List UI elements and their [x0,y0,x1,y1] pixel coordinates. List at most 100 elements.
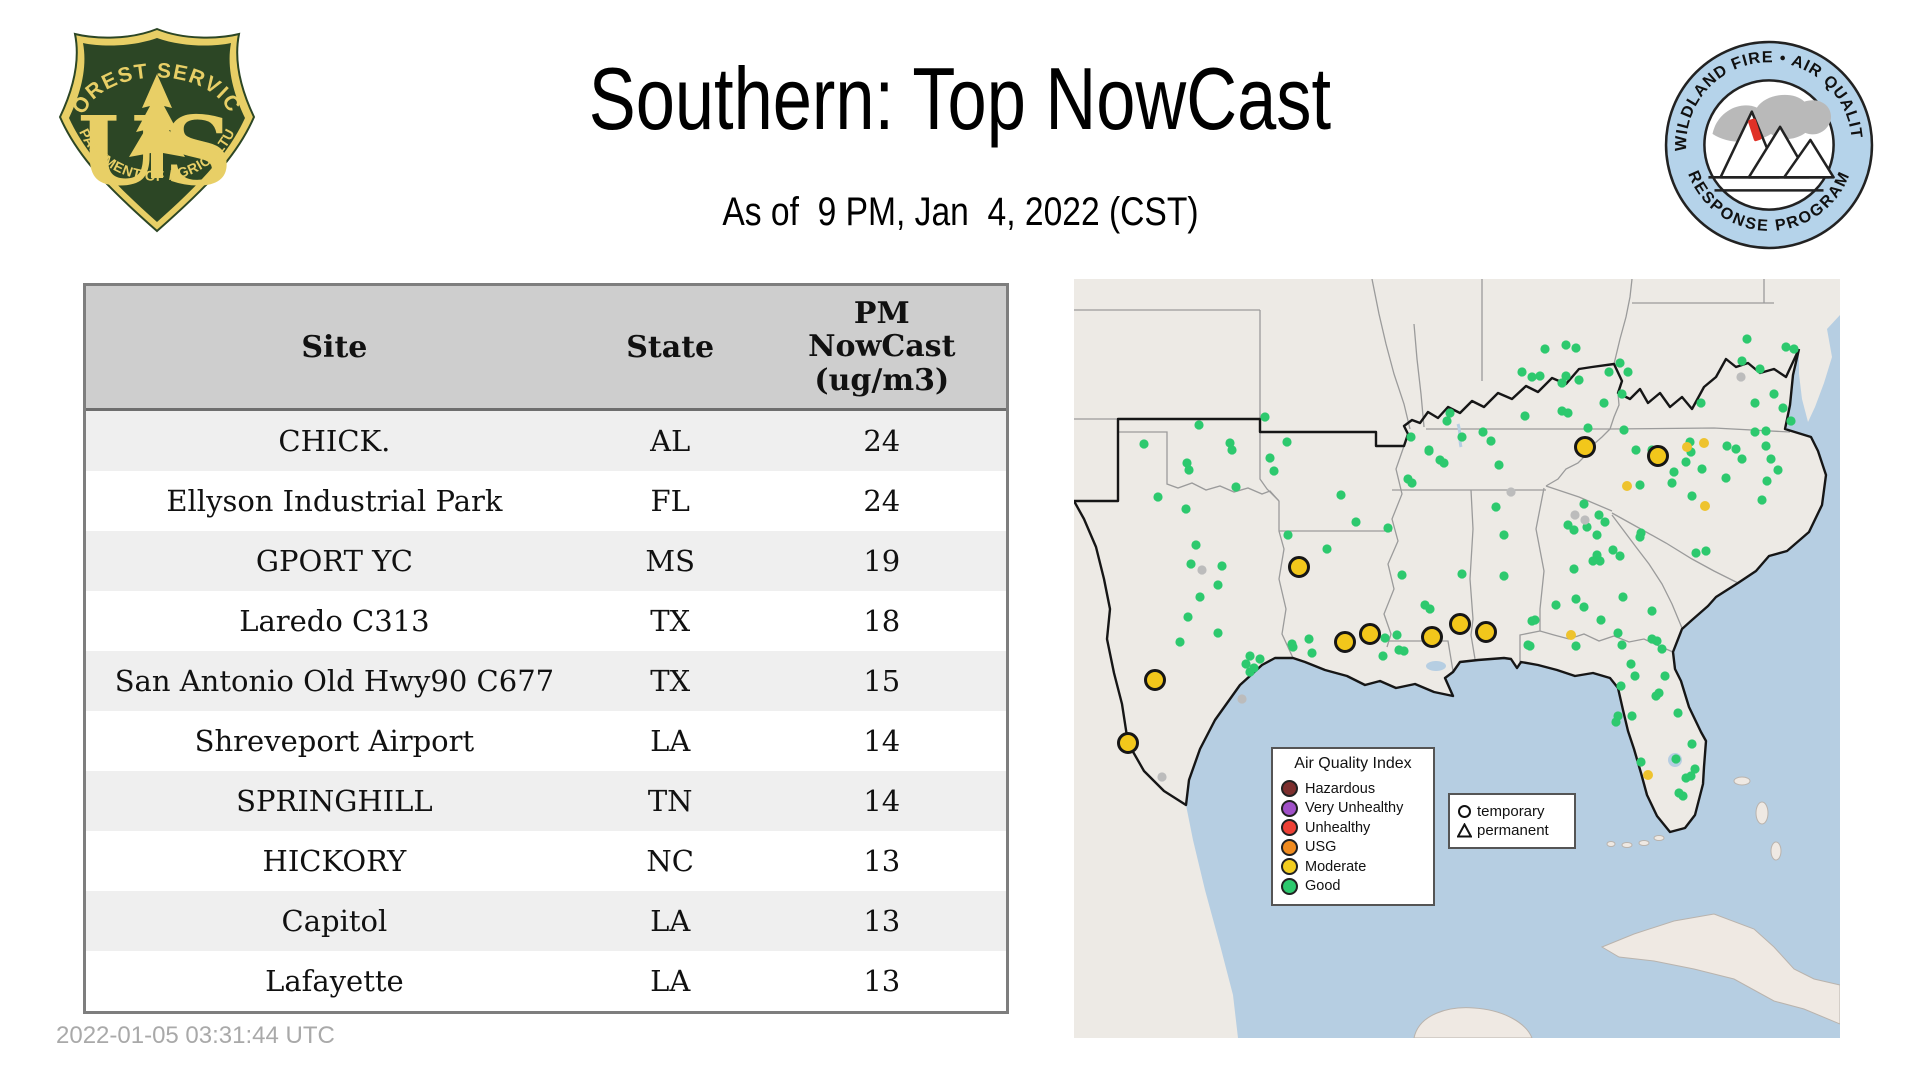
legend-color-dot [1281,780,1298,798]
cell-state: NC [646,844,694,878]
monitor-dot-good [1557,406,1567,416]
monitor-dot-good [1697,464,1707,474]
monitor-dot-good [1287,639,1297,649]
monitor-dot-good [1182,458,1192,468]
legend-item-label: USG [1305,839,1337,856]
monitor-dot-good [1231,482,1241,492]
monitor-dot-good [1523,640,1533,650]
monitor-dot-good [1596,615,1606,625]
top-site-marker-moderate [1449,613,1471,635]
cell-value: 19 [863,544,901,578]
monitor-dot-good [1307,648,1317,658]
table-row: Shreveport Airport LA 14 [86,711,1006,771]
monitor-dot-good [1647,606,1657,616]
legend-item: Very Unhealthy [1281,799,1425,819]
monitor-dot-good [1615,551,1625,561]
monitor-dot-good [1583,423,1593,433]
monitor-dot-good [1608,545,1618,555]
legend-item-label: Moderate [1305,858,1367,875]
monitor-dot-good [1191,540,1201,550]
land [1074,279,1840,1038]
monitor-dot-good [1491,502,1501,512]
cell-state: FL [650,484,690,518]
monitor-dot-good [1186,559,1196,569]
monitor-dot-good [1757,495,1767,505]
monitor-dot-good [1686,771,1696,781]
monitor-dot-good [1616,681,1626,691]
monitor-dot-good [1445,408,1455,418]
southeast-us-map [1074,279,1840,1038]
legend-color-dot [1281,799,1298,817]
table-header-row: Site State PM NowCast (ug/m3) [86,286,1006,411]
monitor-dot-good [1406,432,1416,442]
monitor-dot-good [1669,467,1679,477]
monitor-dot-good [1245,651,1255,661]
monitor-dot-good [1425,604,1435,614]
pine-tree-icon [129,74,185,178]
cell-state: AL [650,424,691,458]
cell-site: Capitol [281,904,388,938]
cell-value: 15 [863,664,901,698]
monitor-dot-good [1255,654,1265,664]
cell-site: SPRINGHILL [236,784,433,818]
temporary-label: temporary [1477,803,1545,820]
monitor-dot-good [1722,441,1732,451]
permanent-label: permanent [1477,822,1549,839]
islands [1413,776,1840,1038]
monitor-dot-good [1781,342,1791,352]
monitor-dot-good [1457,432,1467,442]
as-of-subtitle: As of 9 PM, Jan 4, 2022 (CST) [721,190,1199,234]
monitor-dot-moderate [1643,770,1653,780]
monitor-dot-good [1499,530,1509,540]
monitor-dot-good [1520,411,1530,421]
cell-site: HICKORY [262,844,407,878]
monitor-dot-inactive [1237,694,1247,704]
monitor-dot-good [1579,602,1589,612]
monitor-dot-good [1571,641,1581,651]
cell-value: 24 [863,424,901,458]
monitor-dot-good [1647,634,1657,644]
table-row: GPORT YC MS 19 [86,531,1006,591]
monitor-dot-good [1265,453,1275,463]
monitor-dot-good [1227,445,1237,455]
monitor-dot-good [1611,717,1621,727]
legend-item: Good [1281,877,1425,897]
column-header-pm-nowcast: PM NowCast (ug/m3) [808,295,956,398]
monitor-dot-good [1260,412,1270,422]
monitor-dot-good [1380,633,1390,643]
monitor-dot-good [1737,454,1747,464]
monitor-dot-good [1397,570,1407,580]
cell-state: TN [647,784,693,818]
legend-color-dot [1281,838,1298,856]
monitor-dot-good [1701,546,1711,556]
table-row: San Antonio Old Hwy90 C677 TX 15 [86,651,1006,711]
monitor-dot-good [1766,454,1776,464]
aqi-legend: Air Quality Index Hazardous Very Unhealth… [1271,747,1435,906]
top-nowcast-table: Site State PM NowCast (ug/m3) CHICK. AL 24… [83,283,1009,1014]
monitor-dot-good [1304,634,1314,644]
monitor-dot-good [1442,416,1452,426]
legend-color-dot [1281,819,1298,837]
top-site-marker-moderate [1359,623,1381,645]
monitor-dot-moderate [1699,438,1709,448]
monitor-dot-good [1399,646,1409,656]
legend-color-dot [1281,858,1298,876]
top-site-marker-moderate [1475,621,1497,643]
monitor-dot-good [1687,491,1697,501]
monitor-dot-good [1742,334,1752,344]
monitor-dot-good [1588,556,1598,566]
monitor-dot-good [1527,616,1537,626]
monitor-dot-good [1604,367,1614,377]
generated-timestamp: 2022-01-05 03:31:44 UTC [56,1022,335,1049]
monitor-dot-good [1786,416,1796,426]
monitor-dot-moderate [1566,630,1576,640]
monitor-dot-good [1778,403,1788,413]
monitor-dot-good [1322,544,1332,554]
monitor-dot-good [1535,371,1545,381]
table-row: CHICK. AL 24 [86,411,1006,471]
monitor-dot-good [1615,358,1625,368]
monitor-dot-good [1457,569,1467,579]
monitor-dot-good [1499,571,1509,581]
monitor-dot-good [1762,476,1772,486]
monitor-dot-good [1241,659,1251,669]
